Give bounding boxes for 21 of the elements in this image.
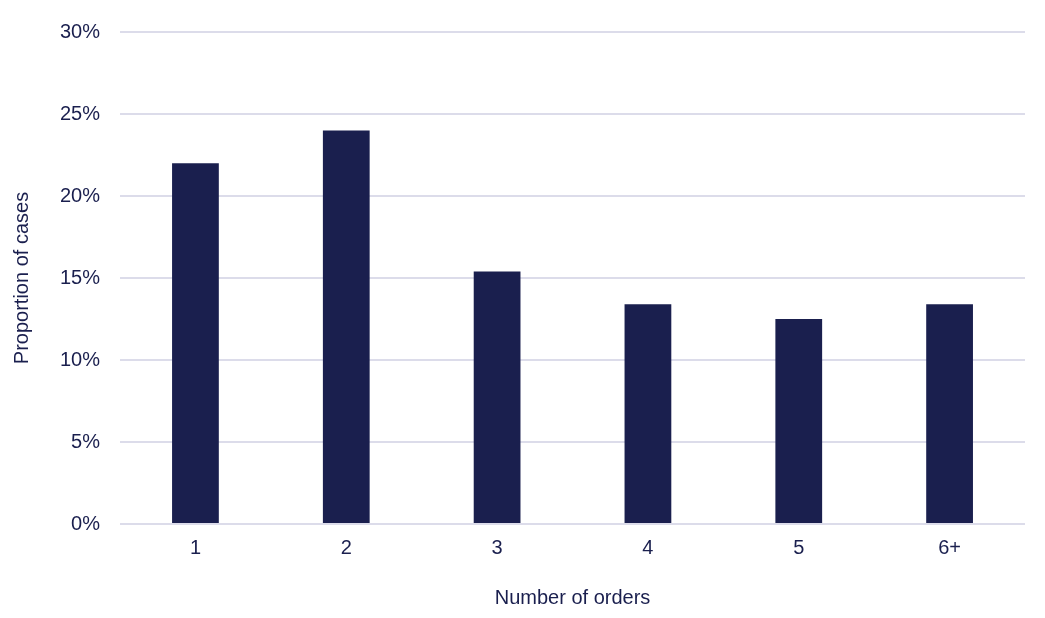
y-axis-title: Proportion of cases [9,191,32,365]
y-tick-label: 20% [60,183,101,206]
y-tick-label: 25% [60,101,101,124]
bar [172,163,219,523]
y-tick-label: 30% [60,19,101,42]
x-tick-label: 2 [340,535,352,558]
y-tick-label: 10% [60,347,101,370]
bar [473,271,521,523]
x-tick-label: 5 [793,535,805,558]
bar [322,130,370,523]
y-tick-label: 15% [60,265,101,288]
x-tick-label: 3 [491,535,503,558]
y-tick-label: 0% [71,511,101,534]
x-axis-title: Number of orders [494,585,651,608]
bar [926,304,973,523]
x-tick-label: 6+ [938,535,961,558]
x-tick-label: 4 [642,535,654,558]
bar [775,319,823,523]
y-tick-label: 5% [71,429,101,452]
x-tick-label: 1 [189,535,202,558]
bar [624,304,672,523]
